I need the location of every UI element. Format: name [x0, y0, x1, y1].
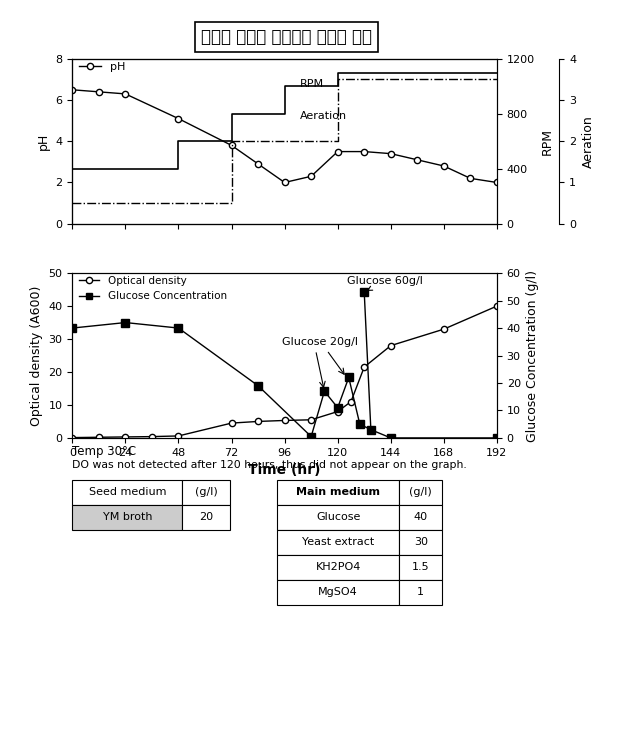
- Text: Glucose: Glucose: [316, 512, 360, 523]
- Text: Temp 30°C: Temp 30°C: [72, 445, 136, 459]
- Text: Glucose 20g/l: Glucose 20g/l: [282, 336, 358, 347]
- Text: 소나무 잔나미 재생버섯 균사체 발효: 소나무 잔나미 재생버섯 균사체 발효: [201, 28, 372, 46]
- Y-axis label: RPM: RPM: [540, 128, 554, 155]
- Text: Main medium: Main medium: [296, 487, 380, 498]
- Y-axis label: Optical density (A600): Optical density (A600): [30, 286, 43, 425]
- Text: Glucose 60g/l: Glucose 60g/l: [347, 276, 423, 291]
- Text: YM broth: YM broth: [103, 512, 152, 523]
- Text: (g/l): (g/l): [194, 487, 218, 498]
- Y-axis label: Glucose Concentration (g/l): Glucose Concentration (g/l): [526, 269, 539, 442]
- Legend: pH: pH: [78, 61, 126, 74]
- Text: Aeration: Aeration: [300, 110, 347, 121]
- Text: RPM: RPM: [300, 79, 324, 89]
- Y-axis label: Aeration: Aeration: [582, 115, 595, 168]
- Y-axis label: pH: pH: [37, 132, 50, 150]
- Text: 1.5: 1.5: [412, 562, 430, 573]
- Text: MgSO4: MgSO4: [318, 587, 358, 598]
- Text: DO was not detected after 120 hours, thus did not appear on the graph.: DO was not detected after 120 hours, thu…: [72, 460, 467, 470]
- Text: (g/l): (g/l): [409, 487, 432, 498]
- Text: KH2PO4: KH2PO4: [315, 562, 361, 573]
- X-axis label: Time (hr): Time (hr): [248, 463, 321, 477]
- Text: 20: 20: [199, 512, 213, 523]
- Text: 30: 30: [414, 537, 428, 548]
- Text: 1: 1: [417, 587, 425, 598]
- Text: Yeast extract: Yeast extract: [302, 537, 374, 548]
- Text: Seed medium: Seed medium: [89, 487, 166, 498]
- Text: 40: 40: [414, 512, 428, 523]
- Legend: Optical density, Glucose Concentration: Optical density, Glucose Concentration: [77, 275, 228, 302]
